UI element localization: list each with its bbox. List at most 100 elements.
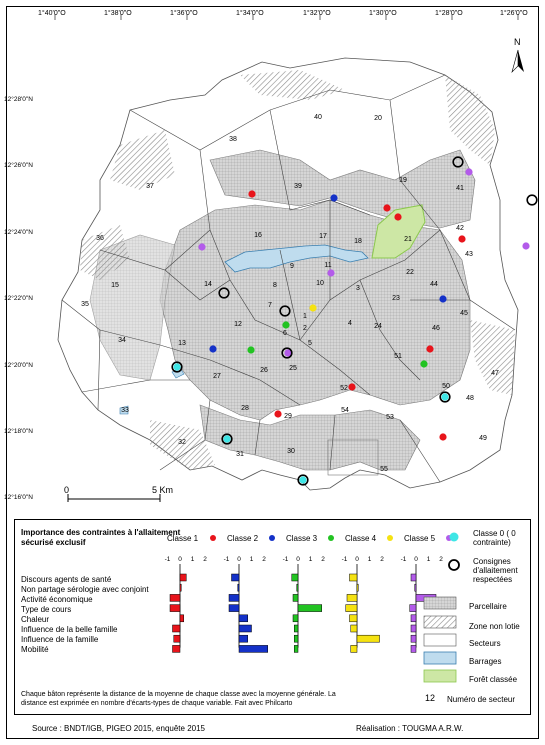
axis-tick-label: 2 — [380, 556, 384, 563]
north-arrow-icon — [511, 49, 524, 74]
sector-number: 18 — [354, 238, 362, 245]
zone-non-lotie-w — [80, 225, 130, 280]
legend-bar — [410, 573, 417, 582]
scale-end: 5 Km — [152, 485, 174, 495]
legend-sector-number: Numéro de secteur — [447, 695, 516, 704]
sector-number: 12 — [234, 321, 242, 328]
consignes-ring — [526, 194, 538, 206]
sector-number: 21 — [404, 236, 412, 243]
axis-tick-label: -1 — [283, 556, 289, 563]
survey-point — [274, 410, 282, 418]
axis-tick-label: 1 — [309, 556, 313, 563]
sector-number: 14 — [204, 281, 212, 288]
legend-bar — [294, 634, 299, 643]
survey-point — [282, 321, 290, 329]
legend-bar — [169, 594, 181, 602]
legend-bar — [296, 583, 299, 592]
legend-bar — [346, 594, 358, 602]
variable-label: Influence de la famille — [21, 635, 99, 644]
survey-point — [426, 345, 434, 353]
sector-number: 44 — [430, 281, 438, 288]
sector-number: 34 — [118, 337, 126, 344]
sector-number: 46 — [432, 325, 440, 332]
axis-tick-label: 1 — [427, 556, 431, 563]
sector-number: 49 — [479, 435, 487, 442]
axis-tick-label: -1 — [401, 556, 407, 563]
legend-bar — [410, 645, 417, 653]
scale-bar — [67, 494, 161, 502]
legend-bar — [228, 594, 240, 602]
legend-bar — [179, 614, 184, 623]
sector-number: 32 — [178, 439, 186, 446]
map-frame — [6, 6, 539, 739]
sector-number: 13 — [178, 340, 186, 347]
legend-bar — [350, 645, 358, 653]
sector-number: 48 — [466, 395, 474, 402]
survey-point — [209, 345, 217, 353]
sector-number: 1 — [303, 313, 307, 320]
sector-number: 16 — [254, 232, 262, 239]
source-text: Source : BNDT/IGB, PIGEO 2015, enquête 2… — [32, 724, 205, 733]
sector-number: 10 — [316, 280, 324, 287]
lon-label: 1°28'0"O — [435, 10, 463, 17]
axis-tick-label: 0 — [178, 556, 182, 563]
sector-55-grid — [327, 439, 379, 476]
legend-bar — [172, 624, 181, 633]
axis-tick-label: 2 — [203, 556, 207, 563]
survey-point — [173, 363, 181, 371]
consignes-ring — [297, 474, 309, 486]
consignes-ring — [452, 156, 464, 168]
legend-bar — [297, 604, 322, 612]
legend-non-lotie: Zone non lotie — [469, 622, 520, 631]
sector-number: 33 — [121, 407, 129, 414]
survey-points — [171, 156, 538, 486]
axis-tick-label: 0 — [296, 556, 300, 563]
survey-point — [223, 435, 231, 443]
axis-tick-label: 2 — [321, 556, 325, 563]
class-color-dot — [210, 535, 216, 541]
survey-point — [420, 360, 428, 368]
zone-non-lotie-s — [150, 420, 215, 470]
lon-label: 1°36'0"O — [170, 10, 198, 17]
legend-bar — [179, 583, 182, 592]
legend-note: Chaque bâton représente la distance de l… — [21, 691, 336, 707]
lon-label: 1°34'0"O — [236, 10, 264, 17]
sector-number: 15 — [111, 282, 119, 289]
swatch-foret — [423, 669, 457, 683]
consignes-ring — [281, 347, 293, 359]
coordinate-ticks — [54, 14, 519, 20]
survey-point — [465, 168, 473, 176]
survey-point — [439, 295, 447, 303]
sector-number: 50 — [442, 383, 450, 390]
swatch-parcellaire — [423, 596, 457, 610]
legend-bar — [356, 634, 380, 643]
axis-tick-label: 0 — [414, 556, 418, 563]
legend-secteurs: Secteurs — [469, 639, 501, 648]
sector-number: 7 — [268, 302, 272, 309]
survey-point — [383, 204, 391, 212]
zone-non-lotie-ne — [445, 75, 495, 165]
axis-tick-label: 0 — [355, 556, 359, 563]
lon-label: 1°38'0"O — [104, 10, 132, 17]
zone-non-lotie-n — [240, 70, 345, 100]
consignes-label: Consignes d'allaitement respectées — [473, 557, 518, 584]
legend-bar — [237, 583, 240, 592]
swatch-secteurs — [423, 633, 457, 647]
legend-bar — [356, 583, 359, 592]
sector-number: 23 — [392, 295, 400, 302]
sector-number: 19 — [399, 177, 407, 184]
sector-number: 24 — [374, 323, 382, 330]
legend-bar — [410, 624, 417, 633]
survey-point — [441, 393, 449, 401]
consignes-ring — [439, 391, 451, 403]
legend-bar — [410, 614, 417, 623]
sector-number: 11 — [324, 262, 331, 269]
sector-number: 25 — [289, 365, 297, 372]
survey-point — [439, 433, 447, 441]
axis-tick-label: 1 — [191, 556, 195, 563]
legend-bar — [238, 634, 248, 643]
sector-number: 53 — [386, 414, 394, 421]
variable-label: Type de cours — [21, 605, 72, 614]
